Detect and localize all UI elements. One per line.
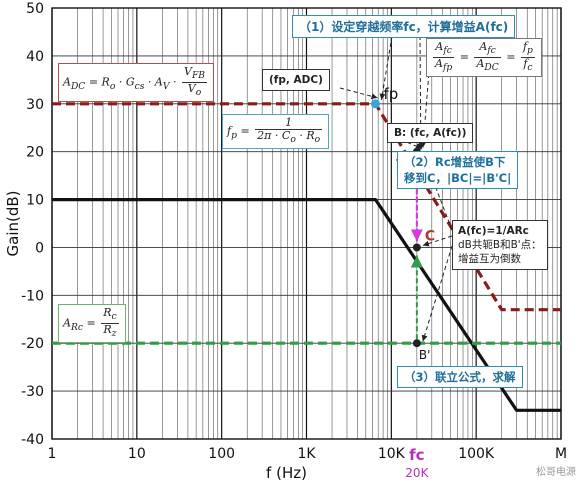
fp-point — [370, 99, 380, 109]
pointer-b — [387, 133, 423, 150]
pointer-afc-bp — [421, 245, 453, 342]
x-tick-label: 1 — [48, 446, 57, 462]
y-tick-label: 30 — [26, 97, 44, 113]
series-line-0 — [52, 102, 561, 312]
step3-text: （3）联立公式，求解 — [404, 370, 516, 384]
plot-frame — [51, 7, 562, 440]
y-tick-label: 10 — [26, 193, 44, 209]
pointer-afc-c — [422, 235, 453, 247]
x-tick-label: 100 — [208, 446, 235, 462]
fp-adc-box: (fp, ADC) — [262, 69, 330, 91]
step2-text-line2: 移到C，|BC|=|B'C| — [404, 171, 512, 185]
c-label: C — [425, 228, 435, 244]
watermark: 松哥电源 — [536, 467, 576, 478]
y-axis-label: Gain(dB) — [4, 190, 22, 256]
ratio-formula-box: Afc Afp = Afc ADC = fp fc — [426, 38, 542, 78]
afc-text-line2: dB共轭B和B'点： — [458, 239, 542, 251]
y-tick-label: 40 — [26, 49, 44, 65]
fp-formula-box: fp = 1 2π · Co · Ro — [222, 114, 330, 150]
arc-formula-box: ARc = Rc Rz — [58, 304, 126, 344]
series-line-1 — [52, 198, 561, 412]
y-tick-label: -30 — [21, 384, 44, 400]
fc-sublabel: 20K — [405, 466, 429, 480]
y-tick-label: -20 — [21, 336, 44, 352]
x-tick-label: M — [555, 446, 567, 462]
x-tick-label: 1K — [297, 446, 316, 462]
fc-label: fc — [409, 446, 424, 464]
y-tick-label: 0 — [35, 240, 44, 256]
y-tick-label: 50 — [26, 1, 44, 17]
adc-formula-box: ADC = Ro · Gcs · AV · VFB Vo — [58, 63, 215, 103]
afc-text-line1: A(fc)=1/ARc — [458, 225, 529, 237]
y-tick-label: -10 — [21, 288, 44, 304]
step3-box: （3）联立公式，求解 — [397, 366, 523, 388]
afc-box: A(fc)=1/ARc dB共轭B和B'点： 增益互为倒数 — [452, 220, 548, 270]
step2-text-line1: （2）Rc增益使B下 — [404, 155, 506, 169]
bprime-label: B' — [419, 348, 431, 362]
b-fc-box: B: (fc, A(fc)) — [387, 123, 474, 143]
x-tick-label: 10K — [378, 446, 406, 462]
afc-text-line3: 增益互为倒数 — [458, 253, 521, 265]
point-C — [412, 243, 421, 252]
fp-adc-text: (fp, ADC) — [269, 74, 323, 86]
y-tick-label: 20 — [26, 145, 44, 161]
point-B-prime — [412, 339, 421, 348]
pointer-step1-to-fp — [379, 35, 393, 100]
step1-text: （1）设定穿越频率fc，计算增益A(fc) — [299, 20, 509, 34]
b-fc-text: B: (fc, A(fc)) — [394, 127, 467, 139]
step1-box: （1）设定穿越频率fc，计算增益A(fc) — [292, 15, 516, 38]
x-tick-label: 10 — [128, 446, 146, 462]
x-axis-label: f (Hz) — [266, 464, 307, 482]
x-tick-label: 100K — [458, 446, 495, 462]
y-tick-label: -40 — [21, 432, 44, 448]
fp-label: fp — [383, 85, 398, 103]
step2-box: （2）Rc增益使B下 移到C，|BC|=|B'C| — [397, 151, 519, 189]
